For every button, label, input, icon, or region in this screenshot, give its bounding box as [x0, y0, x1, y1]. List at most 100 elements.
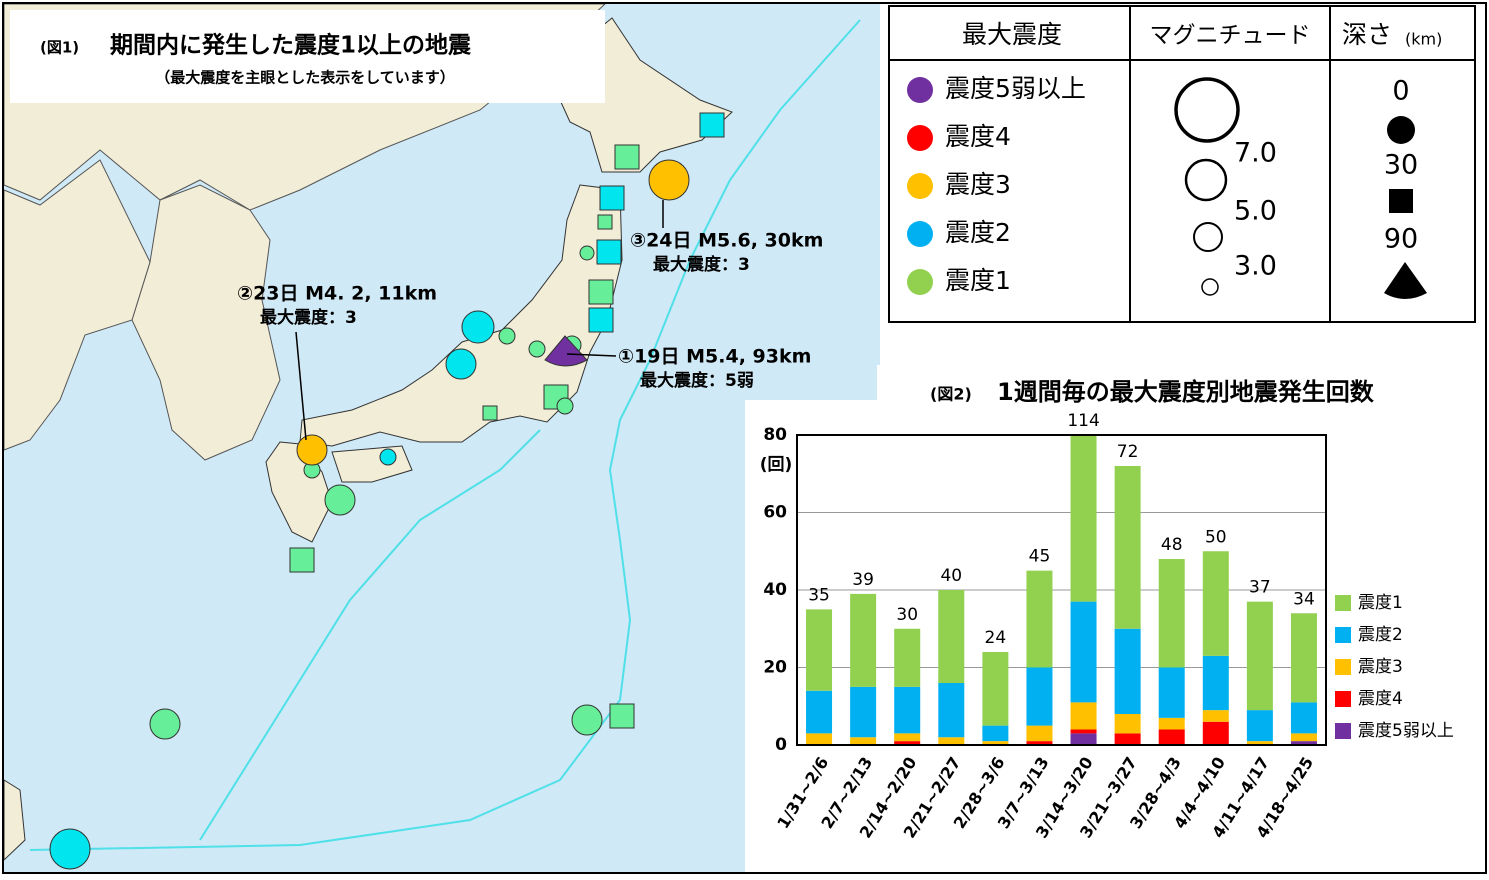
- intensity-swatch: [907, 269, 933, 295]
- table-header: マグニチュード: [1150, 23, 1311, 49]
- quake-marker: [544, 335, 588, 367]
- bar-segment: [1070, 729, 1097, 734]
- legend-swatch: [1335, 627, 1351, 643]
- total-label: 39: [852, 570, 874, 590]
- total-label: 34: [1293, 589, 1315, 609]
- bar-segment: [1246, 601, 1273, 711]
- intensity-list: 震度5弱以上 震度4 震度3 震度2 震度1: [907, 74, 1086, 295]
- title-box: [10, 10, 605, 103]
- table-header: 深さ: [1342, 20, 1392, 49]
- bar-segment: [938, 737, 965, 745]
- total-label: 114: [1067, 411, 1099, 431]
- bar-segment: [1158, 717, 1185, 730]
- map-subtitle: （最大震度を主眼とした表示をしています）: [155, 69, 455, 87]
- bar-segment: [850, 593, 877, 687]
- bar-segment: [938, 590, 965, 683]
- figure-label: (図1): [40, 39, 79, 57]
- bar-segment: [982, 725, 1009, 742]
- bar-segment: [1114, 714, 1141, 734]
- quake-marker: [599, 185, 625, 211]
- total-label: 35: [808, 585, 830, 605]
- bar-segment: [938, 683, 965, 738]
- quake-marker: [648, 159, 690, 201]
- chart-figure-label: (図2): [930, 385, 972, 404]
- total-label: 72: [1117, 442, 1139, 462]
- bar-segment: [1114, 733, 1141, 745]
- map: ①19日 M5.4, 93km 最大震度：5弱 ②23日 M4. 2, 11km…: [3, 3, 880, 872]
- bar-segment: [1114, 628, 1141, 714]
- table-frame: [888, 5, 1476, 323]
- intensity-swatch: [907, 173, 933, 199]
- bar-segment: [1290, 702, 1317, 734]
- quake-marker: [609, 703, 635, 729]
- bar-segment: [1026, 667, 1053, 726]
- plate-boundary: [29, 19, 861, 851]
- annotation: 最大震度：3: [260, 307, 357, 328]
- annotation: ②23日 M4. 2, 11km: [237, 283, 437, 305]
- intensity-label: 震度2: [945, 218, 1011, 247]
- legend-swatch: [1335, 659, 1351, 675]
- y-tick-label: 0: [775, 735, 787, 755]
- quake-marker: [149, 708, 181, 740]
- magnitude-label: 3.0: [1234, 251, 1277, 282]
- bar-segment: [1202, 721, 1229, 745]
- chart-title-box: [877, 365, 1483, 405]
- map-title: 期間内に発生した震度1以上の地震: [110, 32, 472, 59]
- table-header: (km): [1405, 30, 1442, 49]
- bar-segment: [1202, 710, 1229, 722]
- magnitude-label: 5.0: [1234, 196, 1277, 227]
- quake-marker: [482, 405, 498, 421]
- quake-marker: [614, 144, 640, 170]
- bar-segment: [850, 737, 877, 745]
- quake-marker: [461, 310, 495, 344]
- total-label: 50: [1205, 527, 1227, 547]
- legend-label: 震度5弱以上: [1358, 721, 1454, 741]
- total-label: 30: [896, 605, 918, 625]
- intensity-swatch: [907, 125, 933, 151]
- intensity-swatch: [907, 77, 933, 103]
- bar-segment: [1158, 667, 1185, 718]
- depth-label: 0: [1392, 76, 1409, 107]
- bar-segment: [982, 741, 1009, 745]
- bar-segment: [1070, 702, 1097, 730]
- quake-marker: [324, 484, 356, 516]
- quake-marker: [296, 434, 328, 466]
- legend-table: 最大震度 マグニチュード 深さ (km) 震度5弱以上 震度4 震度3 震度2 …: [888, 5, 1476, 323]
- bar-segment: [1026, 570, 1053, 668]
- honshu: [299, 184, 623, 447]
- quake-marker: [289, 547, 315, 573]
- quake-marker: [596, 239, 622, 265]
- quake-marker: [588, 279, 614, 305]
- bar-segment: [1070, 733, 1097, 745]
- bar-segment: [1026, 741, 1053, 745]
- annotation: 最大震度：3: [653, 254, 750, 275]
- total-label: 48: [1161, 535, 1183, 555]
- depth-symbol: [1384, 262, 1427, 299]
- annotation: ③24日 M5.6, 30km: [630, 230, 823, 252]
- bars: [806, 435, 1317, 745]
- bar-segment: [894, 628, 921, 687]
- bar-segment: [894, 686, 921, 734]
- total-label: 45: [1029, 547, 1051, 567]
- bar-segment: [982, 652, 1009, 726]
- quake-marker: [379, 448, 397, 466]
- legend-swatch: [1335, 691, 1351, 707]
- bar-segment: [806, 733, 833, 745]
- legend-swatch: [1335, 595, 1351, 611]
- quake-markers: [49, 112, 725, 870]
- total-label: 24: [985, 628, 1007, 648]
- magnitude-symbols: [1174, 77, 1240, 296]
- quake-marker: [588, 307, 614, 333]
- y-tick-label: 60: [763, 503, 787, 523]
- total-label: 40: [940, 566, 962, 586]
- bar-segment: [1158, 729, 1185, 745]
- y-axis-label: (回): [760, 455, 793, 475]
- plate-boundary: [199, 429, 541, 841]
- intensity-label: 震度3: [945, 170, 1011, 199]
- magnitude-label: 7.0: [1234, 138, 1277, 169]
- quake-marker: [528, 340, 546, 358]
- bar-segment: [1290, 613, 1317, 703]
- bar-segment: [1158, 559, 1185, 668]
- bar-segment: [894, 741, 921, 745]
